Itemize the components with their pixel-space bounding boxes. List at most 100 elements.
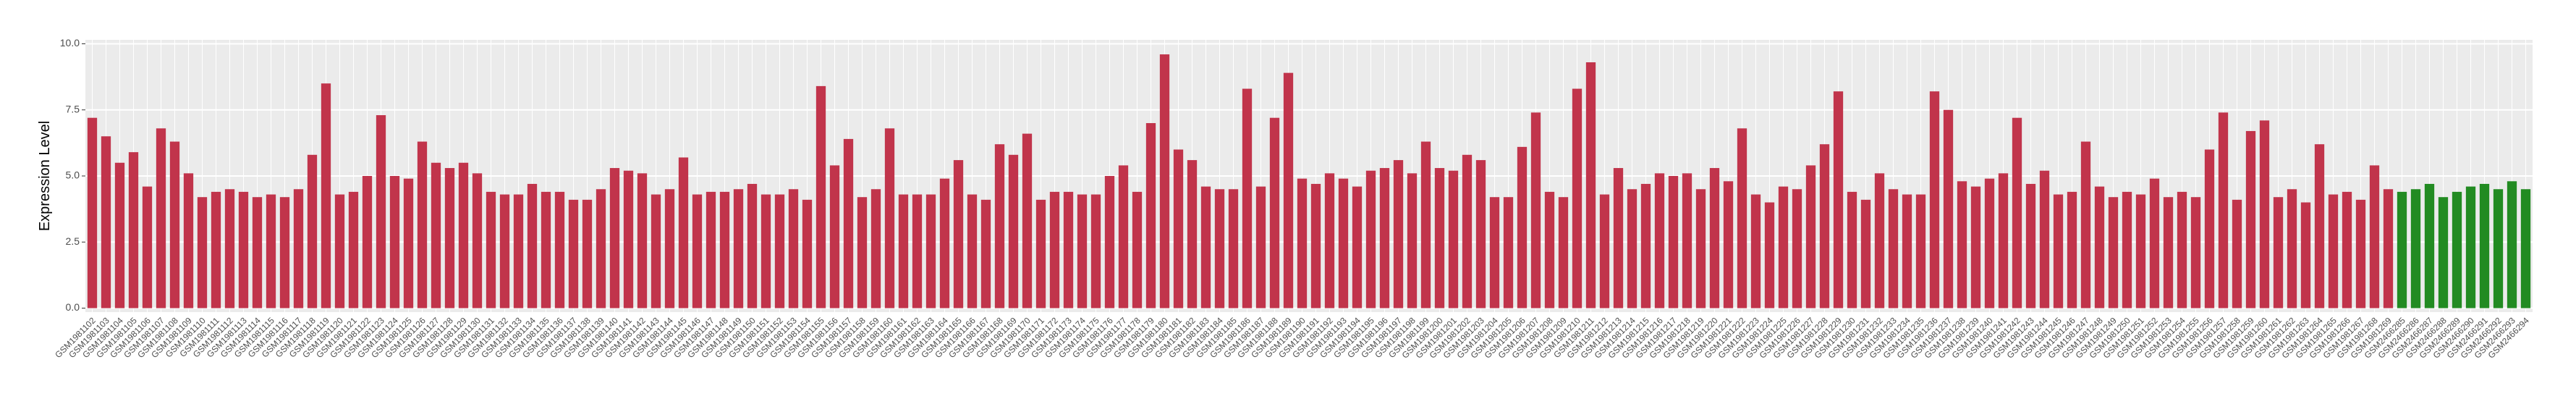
bar — [1132, 191, 1143, 308]
bar — [1379, 168, 1390, 308]
bar — [884, 128, 895, 308]
bar — [925, 194, 936, 308]
bar — [279, 197, 290, 308]
bar — [706, 191, 716, 308]
bar — [2108, 197, 2119, 308]
bar — [114, 162, 125, 308]
bar — [1489, 197, 1500, 308]
bar — [1613, 168, 1624, 308]
bar — [2342, 191, 2352, 308]
bar — [651, 194, 661, 308]
bar — [1393, 160, 1404, 308]
bar — [2094, 186, 2105, 308]
bar — [1929, 91, 1940, 308]
bar — [541, 191, 551, 308]
bar — [1104, 176, 1115, 308]
bar — [829, 165, 840, 308]
bar — [1310, 183, 1321, 308]
bar — [486, 191, 496, 308]
bar — [2053, 194, 2064, 308]
bar — [1407, 173, 1418, 308]
bar — [870, 189, 881, 308]
bar — [1764, 202, 1775, 308]
bar — [2122, 191, 2132, 308]
bar — [664, 189, 675, 308]
bar — [678, 157, 689, 308]
bar — [1984, 178, 1995, 308]
bar — [2190, 197, 2201, 308]
bar — [1723, 181, 1734, 308]
bar — [2465, 186, 2476, 308]
bar — [1187, 160, 1198, 308]
bar — [1517, 146, 1528, 308]
bar — [843, 138, 854, 308]
bar — [1860, 199, 1871, 308]
y-tick-label: 5.0 — [66, 169, 80, 181]
bar — [417, 141, 428, 308]
bar — [211, 191, 221, 308]
bar — [224, 189, 235, 308]
bar — [760, 194, 771, 308]
bar — [912, 194, 923, 308]
bar — [307, 154, 318, 308]
bar — [1957, 181, 1967, 308]
bar — [1269, 117, 1280, 308]
y-tick-label: 10.0 — [60, 37, 80, 49]
bar — [582, 199, 593, 308]
bar — [513, 194, 524, 308]
bar — [1214, 189, 1225, 308]
bar — [802, 199, 813, 308]
bar — [431, 162, 441, 308]
bar — [2369, 165, 2380, 308]
bar — [596, 189, 606, 308]
bar — [2232, 199, 2242, 308]
y-tick-label: 0.0 — [66, 301, 80, 313]
bar — [1338, 178, 1349, 308]
bar — [2452, 191, 2462, 308]
bar — [1297, 178, 1308, 308]
bar — [609, 168, 620, 308]
bar — [857, 197, 868, 308]
bar — [1627, 189, 1637, 308]
bars — [87, 54, 2531, 308]
bar — [1558, 197, 1569, 308]
bar — [2163, 197, 2174, 308]
bar — [1503, 197, 1514, 308]
bar — [348, 191, 359, 308]
bar — [788, 189, 799, 308]
bar — [2025, 183, 2036, 308]
bar — [1572, 88, 1583, 308]
bar — [898, 194, 909, 308]
bar — [1654, 173, 1665, 308]
bar — [719, 191, 730, 308]
bar — [1585, 62, 1596, 308]
bar — [142, 186, 153, 308]
bar — [2149, 178, 2160, 308]
bar — [1902, 194, 1912, 308]
bar — [1063, 191, 1074, 308]
bar — [692, 194, 703, 308]
bar — [1200, 186, 1211, 308]
bar — [623, 170, 634, 308]
bar — [2355, 199, 2366, 308]
bar — [1819, 144, 1830, 308]
bar — [334, 194, 345, 308]
bar — [1833, 91, 1844, 308]
bar — [2135, 194, 2146, 308]
bar — [733, 189, 744, 308]
bar — [2300, 202, 2311, 308]
bar — [458, 162, 469, 308]
bar — [2177, 191, 2187, 308]
bar — [1448, 170, 1459, 308]
bar — [1682, 173, 1692, 308]
bar — [2410, 189, 2421, 308]
bar — [1159, 54, 1170, 308]
bar — [197, 197, 208, 308]
bar — [2273, 197, 2284, 308]
bar — [321, 83, 331, 308]
bar — [2080, 141, 2091, 308]
bar — [2507, 181, 2517, 308]
bar — [527, 183, 538, 308]
bar — [815, 85, 826, 308]
